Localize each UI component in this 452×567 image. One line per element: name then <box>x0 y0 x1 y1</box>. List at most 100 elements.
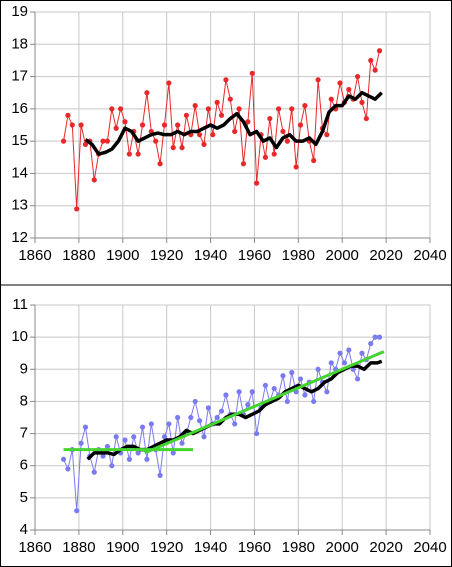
data-point <box>346 86 352 93</box>
y-tick-label: 14 <box>11 164 28 181</box>
x-tick-label: 1980 <box>282 539 315 556</box>
data-point <box>341 360 348 366</box>
y-tick-label: 7 <box>20 425 28 442</box>
data-point <box>205 405 211 411</box>
data-point <box>126 151 132 157</box>
data-point <box>368 57 374 64</box>
data-point <box>135 450 141 456</box>
data-point <box>254 180 260 186</box>
data-point <box>153 138 159 144</box>
data-point <box>297 122 304 128</box>
data-point <box>144 456 150 462</box>
data-point <box>376 334 383 340</box>
data-point <box>363 115 369 122</box>
data-point <box>78 122 84 128</box>
data-point <box>280 373 286 379</box>
data-point <box>227 96 233 102</box>
y-tick-label: 4 <box>20 521 28 538</box>
data-point <box>354 376 361 382</box>
data-point <box>175 122 181 128</box>
data-point <box>78 440 84 446</box>
x-tick-label: 2020 <box>369 539 402 556</box>
data-point <box>284 398 290 405</box>
x-tick-label: 2020 <box>369 247 402 264</box>
data-point <box>170 145 176 151</box>
data-point <box>302 103 308 109</box>
data-point <box>262 382 269 388</box>
data-point <box>82 141 89 147</box>
x-tick-label: 2000 <box>326 539 359 556</box>
data-point <box>166 421 172 427</box>
data-point <box>170 450 176 456</box>
data-point <box>368 340 374 347</box>
data-point <box>131 434 137 440</box>
data-point <box>201 141 207 147</box>
data-point <box>139 122 146 128</box>
x-tick-label: 1960 <box>238 247 271 264</box>
x-tick-label: 1900 <box>106 539 139 556</box>
data-point <box>284 138 290 144</box>
data-point <box>271 385 277 392</box>
data-point <box>236 106 242 112</box>
y-tick-label: 15 <box>11 132 28 149</box>
data-point <box>100 138 106 144</box>
x-tick-label: 1880 <box>62 247 95 264</box>
data-point <box>104 443 111 450</box>
data-point <box>372 334 378 340</box>
data-point <box>337 80 343 86</box>
data-point <box>157 161 163 167</box>
data-point <box>135 151 141 157</box>
data-point <box>109 106 115 112</box>
x-tick-label: 1860 <box>18 247 51 264</box>
data-point <box>232 421 238 427</box>
data-point <box>328 96 334 102</box>
data-point <box>297 376 304 382</box>
data-point <box>122 437 128 443</box>
data-point <box>254 430 260 437</box>
x-tick-label: 1920 <box>150 247 183 264</box>
data-point <box>311 398 317 405</box>
x-tick-label: 1960 <box>238 539 271 556</box>
y-tick-label: 17 <box>11 68 28 85</box>
y-tick-label: 13 <box>11 197 28 214</box>
data-point <box>201 434 207 440</box>
data-point <box>122 119 128 125</box>
data-point <box>302 392 308 398</box>
data-point <box>65 466 71 472</box>
data-point <box>359 350 365 356</box>
data-point <box>315 77 321 83</box>
data-point <box>267 115 273 122</box>
data-point <box>289 106 295 112</box>
data-point <box>91 177 97 183</box>
x-tick-label: 1940 <box>194 247 227 264</box>
data-point <box>117 106 124 112</box>
x-tick-label: 1880 <box>62 539 95 556</box>
data-point <box>157 472 163 478</box>
data-point <box>354 73 361 80</box>
data-point <box>240 161 247 167</box>
x-tick-label: 1980 <box>282 247 315 264</box>
data-point <box>196 418 203 424</box>
data-point <box>249 389 255 395</box>
y-tick-label: 5 <box>20 489 28 506</box>
data-point <box>315 366 321 372</box>
data-point <box>69 122 75 128</box>
series-line <box>144 350 385 455</box>
data-point <box>91 469 97 475</box>
data-point <box>60 138 67 144</box>
data-point <box>262 154 269 160</box>
data-point <box>192 398 198 405</box>
data-point <box>148 421 154 427</box>
data-point <box>139 424 146 430</box>
data-point <box>74 206 80 212</box>
y-tick-label: 10 <box>11 328 28 345</box>
data-point <box>65 112 71 118</box>
y-tick-label: 11 <box>12 296 28 313</box>
data-point <box>289 369 295 376</box>
data-point <box>109 463 115 469</box>
data-point <box>249 70 255 76</box>
x-tick-label: 2040 <box>413 539 446 556</box>
data-point <box>311 157 317 164</box>
data-point <box>113 434 119 440</box>
data-point <box>245 119 251 125</box>
